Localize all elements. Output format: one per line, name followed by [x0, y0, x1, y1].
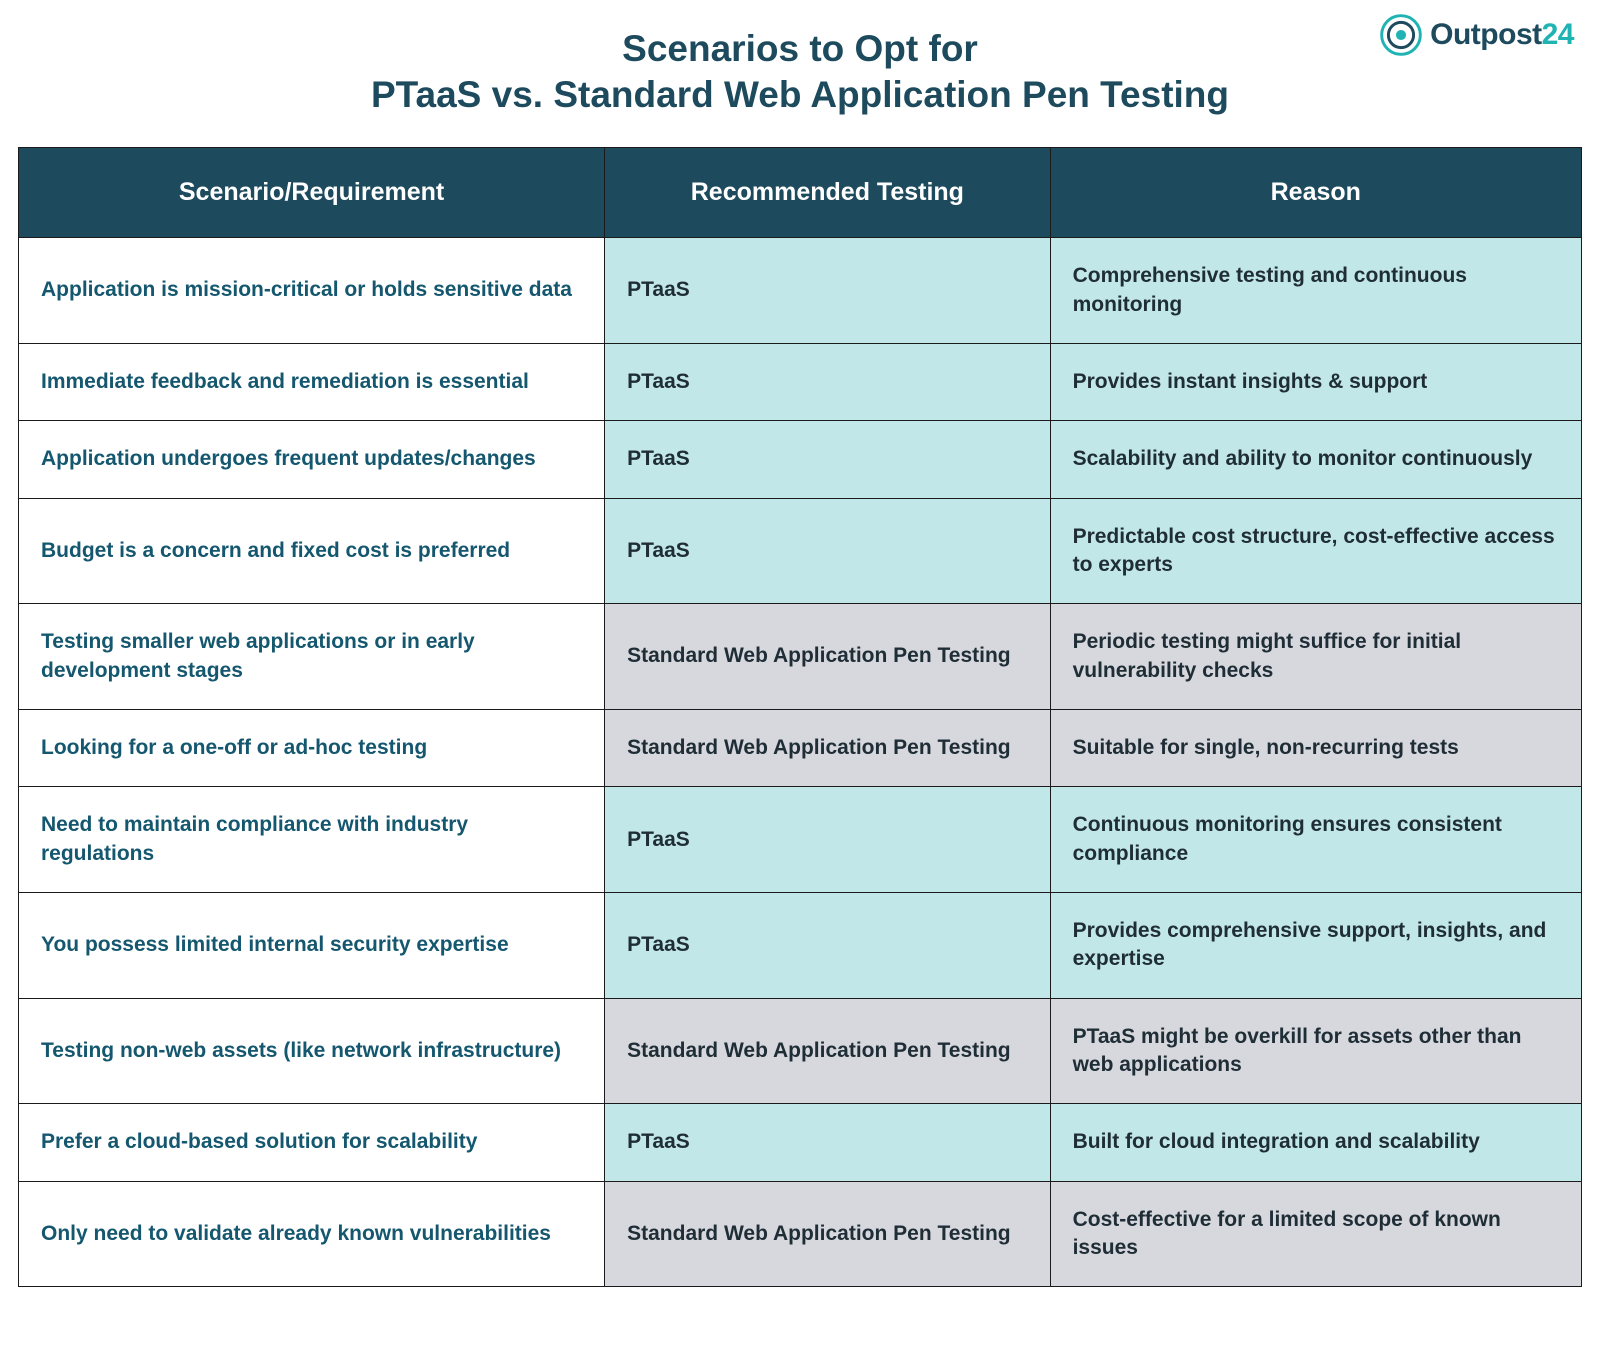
table-row: Budget is a concern and fixed cost is pr…: [19, 498, 1582, 604]
reason-cell: Scalability and ability to monitor conti…: [1050, 421, 1581, 498]
comparison-table: Scenario/Requirement Recommended Testing…: [18, 147, 1582, 1288]
table-row: Testing non-web assets (like network inf…: [19, 998, 1582, 1104]
brand-name: Outpost24: [1430, 18, 1574, 52]
table-row: Only need to validate already known vuln…: [19, 1181, 1582, 1287]
scenario-cell: Immediate feedback and remediation is es…: [19, 343, 605, 420]
scenario-cell: Need to maintain compliance with industr…: [19, 787, 605, 893]
title-line-1: Scenarios to Opt for: [622, 28, 978, 69]
recommended-cell: Standard Web Application Pen Testing: [605, 1181, 1050, 1287]
recommended-cell: Standard Web Application Pen Testing: [605, 998, 1050, 1104]
recommended-cell: PTaaS: [605, 1104, 1050, 1181]
scenario-cell: Only need to validate already known vuln…: [19, 1181, 605, 1287]
col-scenario: Scenario/Requirement: [19, 147, 605, 238]
table-header-row: Scenario/Requirement Recommended Testing…: [19, 147, 1582, 238]
recommended-cell: PTaaS: [605, 343, 1050, 420]
table-row: You possess limited internal security ex…: [19, 893, 1582, 999]
table-row: Immediate feedback and remediation is es…: [19, 343, 1582, 420]
recommended-cell: PTaaS: [605, 421, 1050, 498]
table-row: Need to maintain compliance with industr…: [19, 787, 1582, 893]
col-recommended: Recommended Testing: [605, 147, 1050, 238]
brand-logo: Outpost24: [1380, 14, 1574, 56]
table-row: Application is mission-critical or holds…: [19, 238, 1582, 344]
recommended-cell: Standard Web Application Pen Testing: [605, 604, 1050, 710]
recommended-cell: PTaaS: [605, 893, 1050, 999]
table-row: Testing smaller web applications or in e…: [19, 604, 1582, 710]
recommended-cell: PTaaS: [605, 498, 1050, 604]
reason-cell: Predictable cost structure, cost-effecti…: [1050, 498, 1581, 604]
table-row: Application undergoes frequent updates/c…: [19, 421, 1582, 498]
reason-cell: Provides comprehensive support, insights…: [1050, 893, 1581, 999]
scenario-cell: Application is mission-critical or holds…: [19, 238, 605, 344]
recommended-cell: PTaaS: [605, 787, 1050, 893]
brand-suffix: 24: [1542, 18, 1574, 51]
reason-cell: Suitable for single, non-recurring tests: [1050, 710, 1581, 787]
scenario-cell: Testing non-web assets (like network inf…: [19, 998, 605, 1104]
scenario-cell: Prefer a cloud-based solution for scalab…: [19, 1104, 605, 1181]
reason-cell: Comprehensive testing and continuous mon…: [1050, 238, 1581, 344]
scenario-cell: You possess limited internal security ex…: [19, 893, 605, 999]
scenario-cell: Application undergoes frequent updates/c…: [19, 421, 605, 498]
table-row: Looking for a one-off or ad-hoc testingS…: [19, 710, 1582, 787]
recommended-cell: PTaaS: [605, 238, 1050, 344]
reason-cell: Continuous monitoring ensures consistent…: [1050, 787, 1581, 893]
reason-cell: PTaaS might be overkill for assets other…: [1050, 998, 1581, 1104]
title-line-2: PTaaS vs. Standard Web Application Pen T…: [371, 74, 1229, 115]
page-title: Scenarios to Opt for PTaaS vs. Standard …: [18, 26, 1582, 119]
col-reason: Reason: [1050, 147, 1581, 238]
reason-cell: Built for cloud integration and scalabil…: [1050, 1104, 1581, 1181]
reason-cell: Cost-effective for a limited scope of kn…: [1050, 1181, 1581, 1287]
scenario-cell: Testing smaller web applications or in e…: [19, 604, 605, 710]
scenario-cell: Looking for a one-off or ad-hoc testing: [19, 710, 605, 787]
table-body: Application is mission-critical or holds…: [19, 238, 1582, 1287]
recommended-cell: Standard Web Application Pen Testing: [605, 710, 1050, 787]
table-row: Prefer a cloud-based solution for scalab…: [19, 1104, 1582, 1181]
target-icon: [1380, 14, 1422, 56]
reason-cell: Periodic testing might suffice for initi…: [1050, 604, 1581, 710]
scenario-cell: Budget is a concern and fixed cost is pr…: [19, 498, 605, 604]
reason-cell: Provides instant insights & support: [1050, 343, 1581, 420]
brand-prefix: Outpost: [1430, 18, 1541, 51]
